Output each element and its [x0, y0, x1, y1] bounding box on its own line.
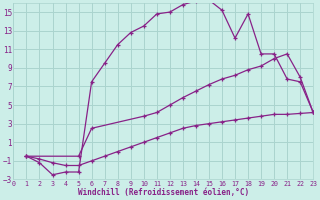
X-axis label: Windchill (Refroidissement éolien,°C): Windchill (Refroidissement éolien,°C)	[78, 188, 249, 197]
